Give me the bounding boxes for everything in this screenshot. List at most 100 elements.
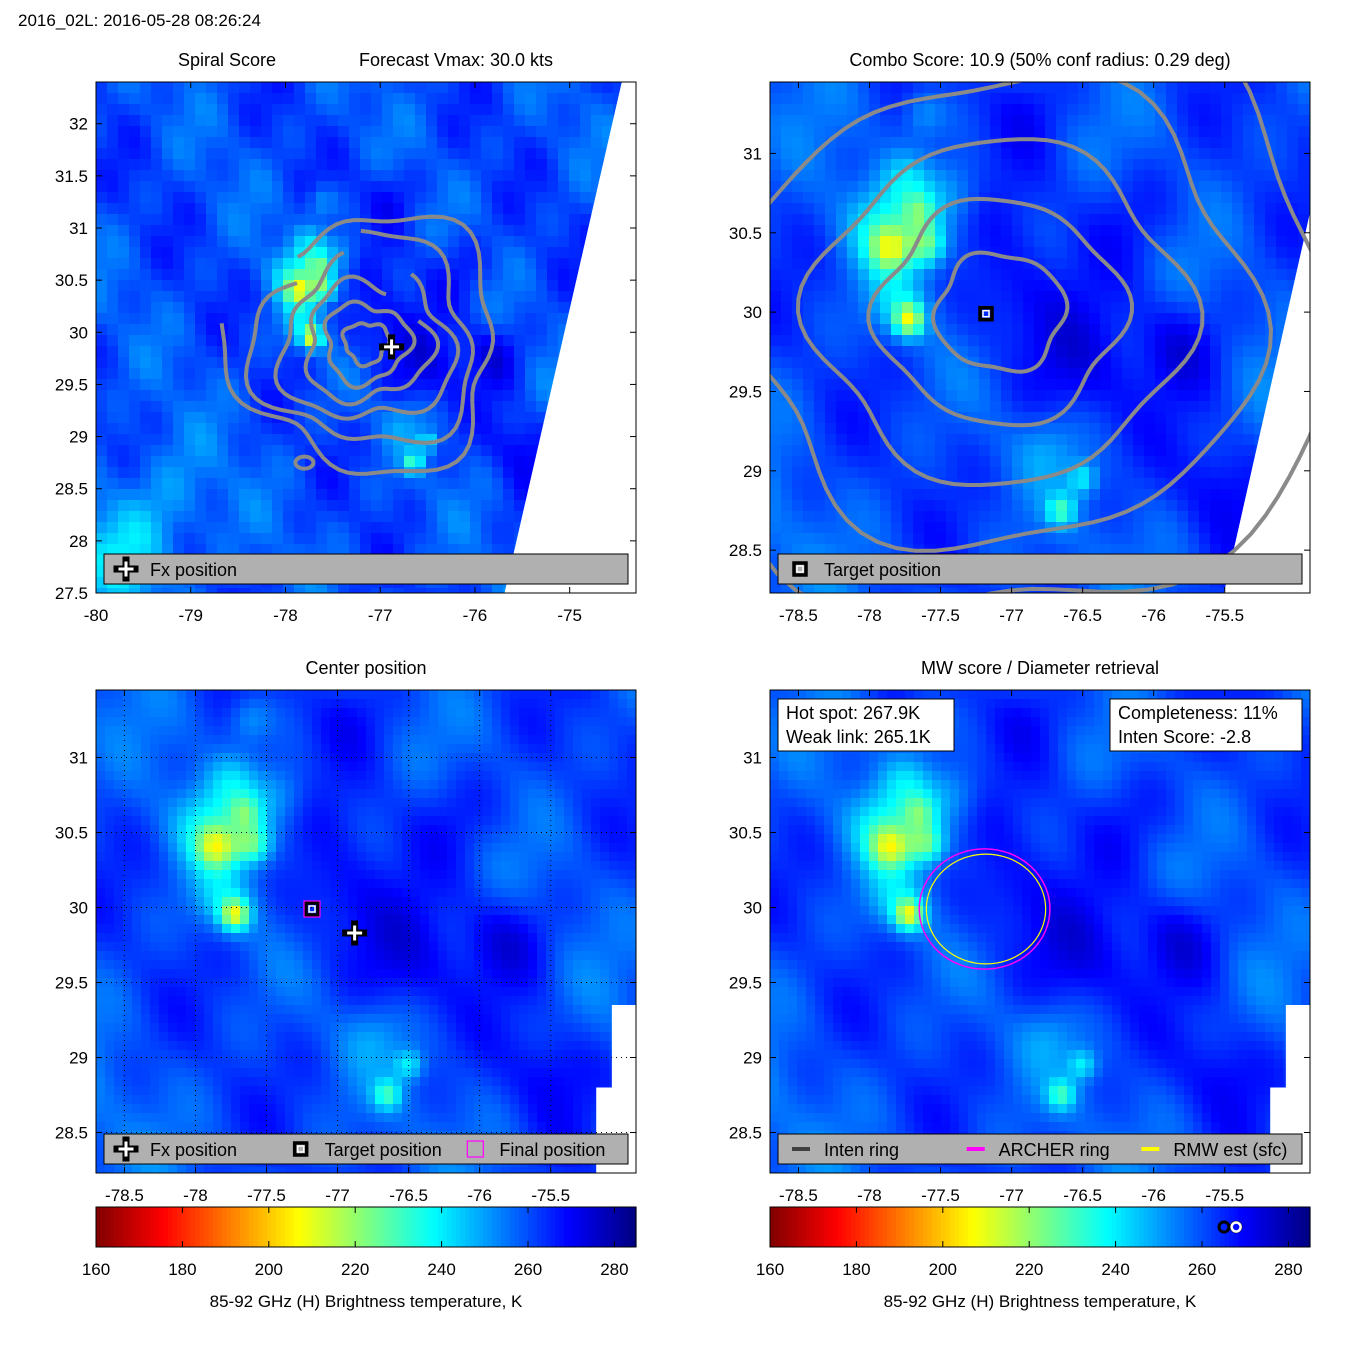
heatmap-cell	[902, 489, 914, 501]
heatmap-cell	[1023, 390, 1035, 402]
heatmap-cell	[459, 137, 471, 149]
heatmap-cell	[481, 423, 493, 435]
heatmap-cell	[303, 699, 313, 709]
heatmap-cell	[162, 401, 174, 413]
heatmap-cell	[968, 588, 980, 600]
heatmap-cell	[228, 225, 240, 237]
heatmap-cell	[913, 104, 925, 116]
heatmap-cell	[1045, 291, 1057, 303]
heatmap-cell	[483, 708, 493, 718]
heatmap-cell	[924, 588, 936, 600]
heatmap-cell	[481, 247, 493, 259]
heatmap-cell	[371, 258, 383, 270]
heatmap-cell	[261, 93, 273, 105]
heatmap-cell	[1177, 104, 1189, 116]
heatmap-cell	[869, 434, 881, 446]
heatmap-cell	[239, 203, 251, 215]
heatmap-cell	[118, 456, 130, 468]
heatmap-cell	[803, 533, 815, 545]
heatmap-cell	[836, 269, 848, 281]
heatmap-cell	[547, 258, 559, 270]
heatmap-cell	[459, 588, 471, 600]
heatmap-cell	[913, 335, 925, 347]
heatmap-cell	[1089, 115, 1101, 127]
heatmap-cell	[184, 478, 196, 490]
heatmap-cell	[880, 511, 892, 523]
heatmap-cell	[261, 170, 273, 182]
heatmap-cell	[140, 511, 152, 523]
heatmap-cell	[426, 478, 438, 490]
heatmap-cell	[1166, 236, 1178, 248]
heatmap-cell	[503, 390, 515, 402]
heatmap-cell	[140, 423, 152, 435]
heatmap-cell	[272, 434, 284, 446]
heatmap-cell	[990, 126, 1002, 138]
heatmap-cell	[1133, 533, 1145, 545]
heatmap-cell	[184, 467, 196, 479]
heatmap-cell	[1221, 390, 1233, 402]
heatmap-cell	[635, 280, 647, 292]
heatmap-cell	[426, 192, 438, 204]
heatmap-cell	[1012, 500, 1024, 512]
heatmap-cell	[580, 170, 592, 182]
heatmap-cell	[426, 170, 438, 182]
heatmap-cell	[792, 214, 804, 226]
heatmap-cell	[913, 115, 925, 127]
heatmap-cell	[1023, 335, 1035, 347]
heatmap-cell	[1100, 313, 1112, 325]
heatmap-cell	[1287, 104, 1299, 116]
heatmap-cell	[162, 148, 174, 160]
heatmap-cell	[803, 291, 815, 303]
heatmap-cell	[107, 467, 119, 479]
heatmap-cell	[1177, 203, 1189, 215]
heatmap-cell	[902, 324, 914, 336]
heatmap-cell	[869, 456, 881, 468]
heatmap-cell	[129, 401, 141, 413]
heatmap-cell	[858, 82, 870, 94]
heatmap-cell	[384, 708, 394, 718]
heatmap-cell	[140, 368, 152, 380]
heatmap-cell	[240, 708, 250, 718]
x-tick-label: -79	[178, 606, 203, 625]
heatmap-cell	[272, 203, 284, 215]
heatmap-cell	[283, 225, 295, 237]
heatmap-cell	[239, 280, 251, 292]
heatmap-cell	[902, 148, 914, 160]
heatmap-cell	[891, 137, 903, 149]
y-tick-label: 30	[743, 303, 762, 322]
heatmap-cell	[228, 467, 240, 479]
heatmap-cell	[968, 434, 980, 446]
heatmap-cell	[1232, 126, 1244, 138]
heatmap-cell	[151, 236, 163, 248]
heatmap-cell	[1309, 313, 1321, 325]
heatmap-cell	[228, 335, 240, 347]
heatmap-cell	[770, 511, 782, 523]
heatmap-cell	[1089, 467, 1101, 479]
heatmap-cell	[880, 170, 892, 182]
heatmap-cell	[338, 478, 350, 490]
heatmap-cell	[770, 401, 782, 413]
heatmap-cell	[1210, 115, 1222, 127]
heatmap-cell	[1078, 423, 1090, 435]
heatmap-cell	[481, 500, 493, 512]
heatmap-cell	[1155, 93, 1167, 105]
heatmap-cell	[1001, 126, 1013, 138]
heatmap-cell	[1001, 170, 1013, 182]
heatmap-cell	[404, 357, 416, 369]
heatmap-cell	[1155, 148, 1167, 160]
heatmap-cell	[536, 104, 548, 116]
heatmap-cell	[239, 412, 251, 424]
heatmap-cell	[1045, 456, 1057, 468]
heatmap-cell	[1232, 159, 1244, 171]
heatmap-cell	[635, 401, 647, 413]
heatmap-cell	[140, 214, 152, 226]
heatmap-cell	[217, 115, 229, 127]
heatmap-cell	[902, 522, 914, 534]
heatmap-cell	[303, 690, 313, 700]
heatmap-cell	[162, 104, 174, 116]
heatmap-cell	[990, 104, 1002, 116]
heatmap-cell	[305, 225, 317, 237]
heatmap-cell	[162, 478, 174, 490]
heatmap-cell	[250, 192, 262, 204]
heatmap-cell	[825, 181, 837, 193]
